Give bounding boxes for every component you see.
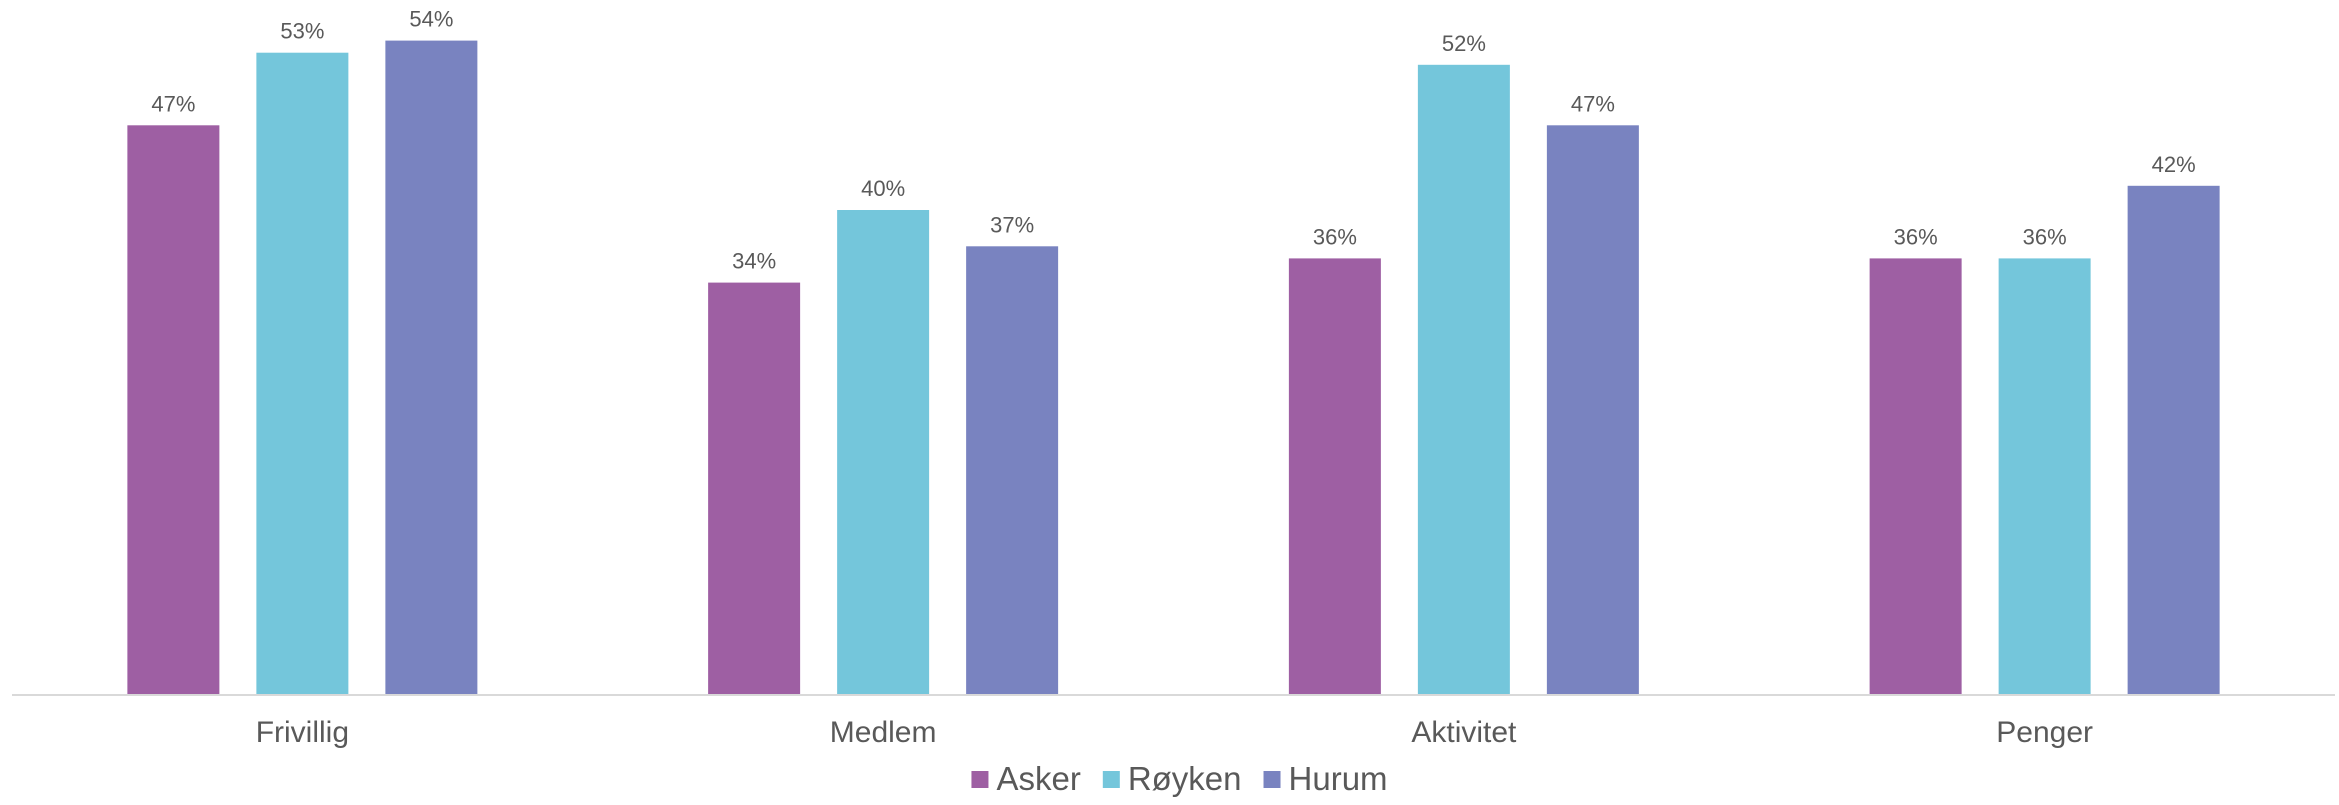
legend-item-hurum: Hurum <box>1263 760 1388 797</box>
bar-medlem-asker <box>708 282 801 694</box>
bar-penger-asker <box>1869 258 1962 694</box>
data-label-penger-hurum: 42% <box>2152 152 2196 177</box>
data-label-frivillig-asker: 47% <box>151 91 195 116</box>
bar-frivillig-asker <box>127 125 220 695</box>
data-label-aktivitet-hurum: 47% <box>1571 91 1615 116</box>
data-label-medlem-hurum: 37% <box>990 212 1034 237</box>
category-label-aktivitet: Aktivitet <box>1411 716 1517 749</box>
legend-label-røyken: Røyken <box>1128 760 1242 797</box>
bar-penger-hurum <box>2127 185 2220 695</box>
legend-item-asker: Asker <box>971 760 1081 797</box>
bar-aktivitet-røyken <box>1417 64 1510 695</box>
bars-layer <box>127 40 2220 695</box>
category-labels-layer: Frivillig Medlem Aktivitet Penger <box>256 716 2093 749</box>
data-label-medlem-asker: 34% <box>732 249 776 274</box>
bar-frivillig-røyken <box>256 52 349 694</box>
data-label-aktivitet-røyken: 52% <box>1442 31 1486 56</box>
bar-aktivitet-asker <box>1288 258 1381 694</box>
data-label-penger-asker: 36% <box>1894 224 1938 249</box>
data-label-penger-røyken: 36% <box>2023 224 2067 249</box>
category-label-frivillig: Frivillig <box>256 716 349 749</box>
data-label-frivillig-hurum: 54% <box>409 7 453 32</box>
data-label-aktivitet-asker: 36% <box>1313 224 1357 249</box>
legend-swatch-hurum <box>1263 771 1281 788</box>
bar-medlem-røyken <box>837 210 930 694</box>
bar-medlem-hurum <box>966 246 1059 695</box>
legend: Asker Røyken Hurum <box>971 760 1388 797</box>
data-label-frivillig-røyken: 53% <box>280 19 324 44</box>
value-labels-layer: 47% 53% 54% 34% 40% 37% 36% 52% 47% 36% 36% 42% <box>151 7 2195 274</box>
legend-swatch-asker <box>971 771 989 788</box>
legend-item-røyken: Røyken <box>1102 760 1242 797</box>
legend-label-asker: Asker <box>996 760 1080 797</box>
category-label-penger: Penger <box>1996 716 2093 749</box>
bar-aktivitet-hurum <box>1546 125 1639 695</box>
legend-swatch-røyken <box>1102 771 1120 788</box>
data-label-medlem-røyken: 40% <box>861 176 905 201</box>
category-label-medlem: Medlem <box>830 716 937 749</box>
bar-penger-røyken <box>1998 258 2091 694</box>
legend-label-hurum: Hurum <box>1289 760 1388 797</box>
bar-frivillig-hurum <box>385 40 478 695</box>
